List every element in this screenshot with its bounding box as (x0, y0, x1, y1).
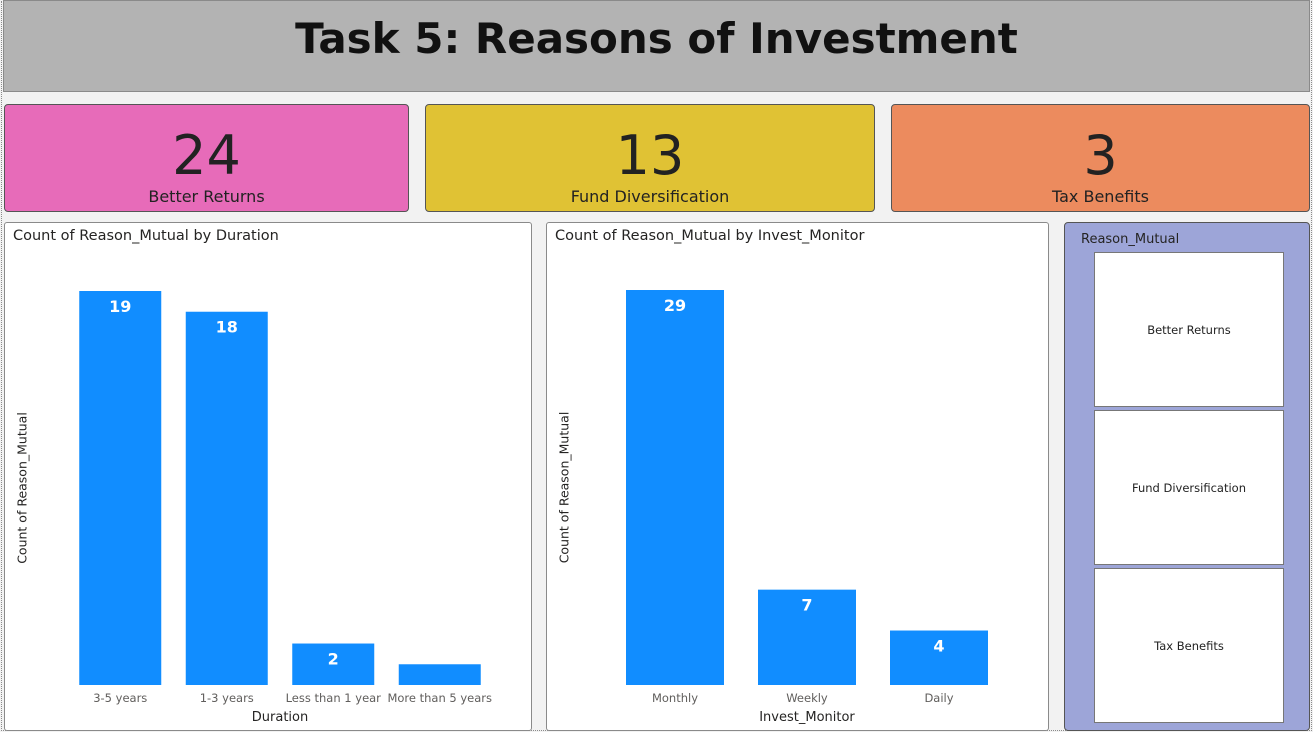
chart-bar[interactable] (890, 630, 988, 685)
slicer-item-tax-benefits[interactable]: Tax Benefits (1094, 568, 1284, 723)
invest-monitor-chart-panel[interactable]: Count of Reason_Mutual by Invest_Monitor… (546, 222, 1049, 731)
y-axis-label: Count of Reason_Mutual (15, 412, 30, 564)
chart-bar[interactable] (292, 643, 375, 685)
reason-mutual-slicer: Reason_Mutual Better Returns Fund Divers… (1064, 222, 1310, 731)
duration-bar-chart: Count of Reason_Mutual Duration 19 3-5 year… (15, 291, 492, 725)
kpi-value: 3 (1083, 124, 1118, 187)
chart-bar[interactable] (398, 664, 481, 685)
chart-title: Count of Reason_Mutual by Duration (13, 228, 279, 244)
slicer-item-fund-diversification[interactable]: Fund Diversification (1094, 410, 1284, 565)
kpi-card-tax-benefits[interactable]: 3 Tax Benefits (891, 104, 1310, 212)
slicer-item-better-returns[interactable]: Better Returns (1094, 252, 1284, 407)
kpi-card-fund-diversification[interactable]: 13 Fund Diversification (425, 104, 875, 212)
bar-data-label: 4 (933, 637, 944, 656)
bar-data-label: 29 (664, 296, 686, 315)
x-axis-label: Duration (252, 710, 308, 725)
x-tick-label: Weekly (786, 691, 828, 705)
slicer-title: Reason_Mutual (1081, 232, 1180, 247)
x-tick-label: 3-5 years (93, 691, 147, 705)
chart-bar[interactable] (79, 291, 162, 685)
chart-bar[interactable] (185, 311, 268, 685)
x-tick-label: 1-3 years (200, 691, 254, 705)
bar-data-label: 7 (801, 596, 812, 615)
kpi-value: 24 (172, 124, 241, 187)
x-tick-label: Monthly (652, 691, 698, 705)
bar-data-label: 18 (216, 318, 238, 337)
x-tick-label: Daily (924, 691, 953, 705)
kpi-card-better-returns[interactable]: 24 Better Returns (4, 104, 409, 212)
title-banner: Task 5: Reasons of Investment (3, 0, 1310, 92)
chart-bar[interactable] (626, 290, 724, 685)
bar-data-label: 2 (328, 650, 339, 669)
x-tick-label: More than 5 years (387, 691, 492, 705)
bar-data-label: 19 (109, 297, 131, 316)
invest-monitor-bar-chart: Count of Reason_Mutual Invest_Monitor 29 Mo… (557, 290, 988, 725)
duration-chart-panel[interactable]: Count of Reason_Mutual by Duration Count… (4, 222, 532, 731)
x-tick-label: Less than 1 year (286, 691, 382, 705)
kpi-label: Tax Benefits (1052, 187, 1149, 206)
kpi-label: Better Returns (148, 187, 265, 206)
kpi-value: 13 (615, 124, 685, 187)
chart-bar[interactable] (758, 589, 856, 685)
x-axis-label: Invest_Monitor (759, 710, 855, 725)
chart-title: Count of Reason_Mutual by Invest_Monitor (555, 228, 865, 244)
page-title: Task 5: Reasons of Investment (295, 13, 1018, 63)
kpi-label: Fund Diversification (570, 187, 730, 206)
y-axis-label: Count of Reason_Mutual (557, 412, 572, 564)
